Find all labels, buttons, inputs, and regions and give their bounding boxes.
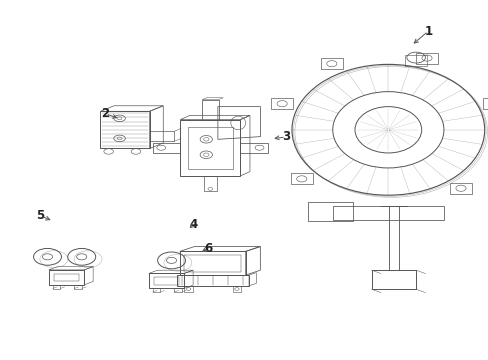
Bar bbox=[187, 127, 232, 169]
Bar bbox=[184, 255, 241, 272]
Bar bbox=[54, 274, 79, 281]
Bar bbox=[154, 277, 179, 285]
Text: 4: 4 bbox=[189, 218, 197, 231]
Text: 6: 6 bbox=[203, 242, 212, 255]
Bar bbox=[371, 270, 415, 289]
Text: 5: 5 bbox=[37, 210, 45, 222]
Text: 2: 2 bbox=[102, 107, 109, 120]
Text: 3: 3 bbox=[281, 130, 289, 144]
Text: 1: 1 bbox=[424, 25, 431, 38]
